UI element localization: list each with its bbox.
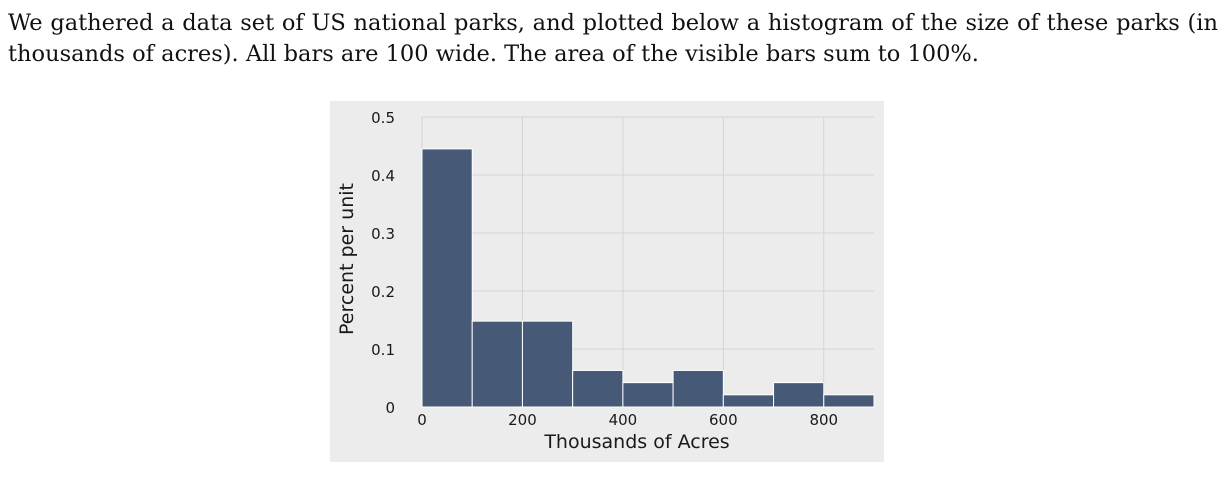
- y-tick-label: 0: [385, 399, 395, 417]
- y-tick-label: 0.4: [371, 167, 395, 185]
- histogram-figure: 0 0.1 0.2 0.3 0.4 0.5 0 200 400 600 800 Thousands…: [330, 101, 884, 462]
- x-tick-label: 800: [809, 411, 838, 429]
- y-tick-label: 0.1: [371, 341, 395, 359]
- y-tick-label: 0.2: [371, 283, 395, 301]
- histogram-bars: [421, 148, 875, 408]
- x-tick-label: 400: [609, 411, 638, 429]
- y-axis-label: Percent per unit: [336, 183, 358, 335]
- x-axis-label: Thousands of Acres: [543, 431, 729, 453]
- histogram-bar: [521, 320, 574, 408]
- histogram-bar: [722, 394, 775, 408]
- histogram-bar: [572, 369, 624, 408]
- x-tick-label: 200: [508, 411, 537, 429]
- y-tick-labels: 0 0.1 0.2 0.3 0.4 0.5: [371, 109, 395, 417]
- histogram-bar: [773, 382, 825, 408]
- histogram-bar: [823, 394, 875, 408]
- x-tick-label: 0: [417, 411, 427, 429]
- histogram-bar: [471, 320, 523, 408]
- histogram-bar: [672, 369, 724, 408]
- x-tick-labels: 0 200 400 600 800: [417, 411, 838, 429]
- figure-background: [330, 101, 884, 462]
- y-tick-label: 0.3: [371, 225, 395, 243]
- x-tick-label: 600: [709, 411, 738, 429]
- question-text: We gathered a data set of US national pa…: [8, 10, 1218, 67]
- histogram-chart: 0 0.1 0.2 0.3 0.4 0.5 0 200 400 600 800 Thousands…: [330, 101, 884, 462]
- histogram-bar: [622, 382, 674, 408]
- histogram-bar: [421, 148, 473, 408]
- y-tick-label: 0.5: [371, 109, 395, 127]
